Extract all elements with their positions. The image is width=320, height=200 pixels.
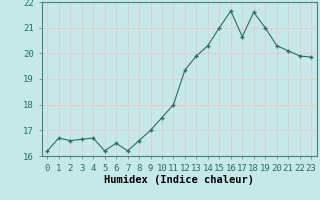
X-axis label: Humidex (Indice chaleur): Humidex (Indice chaleur) xyxy=(104,175,254,185)
